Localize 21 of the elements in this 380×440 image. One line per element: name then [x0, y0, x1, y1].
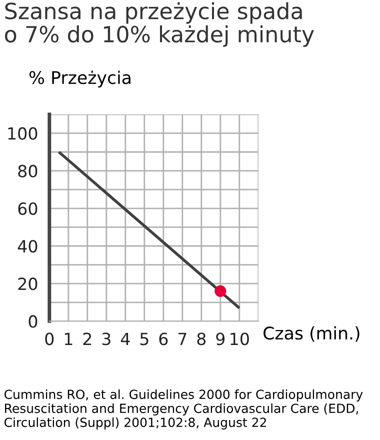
x-tick-label: 3 [102, 332, 110, 346]
x-tick-label: 7 [178, 332, 186, 345]
y-axis-title: % Przeżycia [29, 70, 130, 88]
y-tick-label: 80 [18, 164, 38, 178]
y-tick-label: 60 [18, 202, 38, 215]
y-tick-label: 0 [28, 315, 38, 328]
x-tick-label: 1 [64, 332, 72, 345]
x-tick-label: 8 [197, 332, 206, 346]
x-tick-label: 6 [159, 332, 168, 346]
y-tick-label: 20 [18, 278, 38, 290]
x-tick-label: 4 [120, 332, 130, 345]
x-tick-label: 9 [216, 332, 225, 346]
chart-title: Szansa na przeżycie spada o 7% do 10% każdej minuty [5, 2, 314, 47]
x-tick-label: 5 [140, 332, 148, 346]
x-tick-label: 0 [45, 332, 54, 346]
x-tick-label: 2 [83, 332, 92, 345]
x-axis-title: Czas (min.) [264, 326, 360, 342]
x-tick-label: 10 [230, 332, 249, 346]
y-tick-label: 40 [18, 240, 38, 253]
text: Cummins RO, et al. Guidelines 2000 for Cardiopulmonary Resuscitation and Emergency Cardiovascular Care (EDD, Circulation (Suppl) 2001;102:8, August 22 [4, 389, 363, 430]
y-tick-label: 100 [8, 127, 38, 140]
